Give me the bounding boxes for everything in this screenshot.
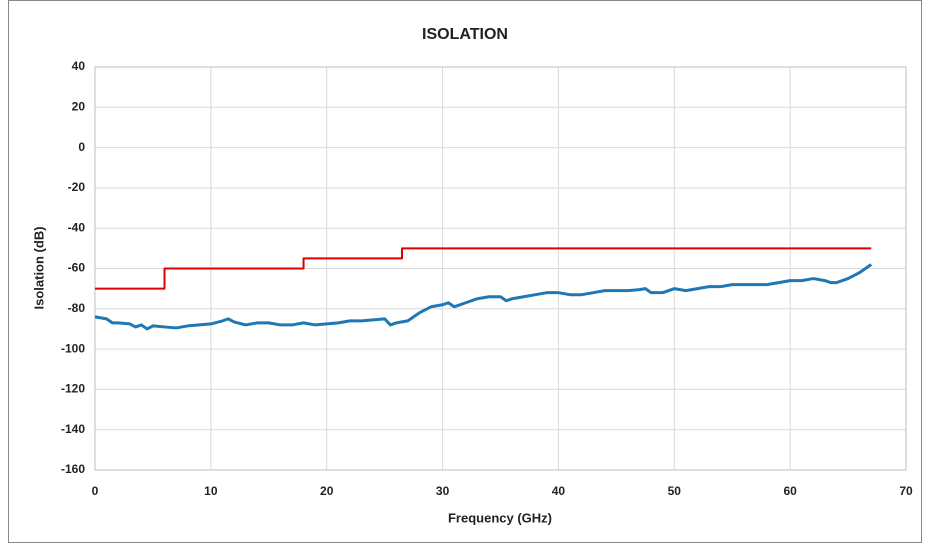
x-tick-label: 0 [92, 484, 99, 498]
y-tick-label: -80 [68, 301, 86, 315]
chart-title: ISOLATION [422, 26, 508, 43]
y-tick-label: -100 [61, 341, 85, 355]
chart-frame [8, 0, 922, 543]
y-tick-label: -140 [61, 422, 85, 436]
data-line [95, 247, 872, 290]
y-tick-label: -60 [68, 261, 86, 275]
x-tick-label: 30 [436, 484, 450, 498]
x-axis-label: Frequency (GHz) [448, 510, 552, 525]
x-tick-label: 50 [668, 484, 682, 498]
y-axis-label: Isolation (dB) [31, 226, 46, 309]
y-tick-label: 20 [72, 99, 86, 113]
y-tick-label: -120 [61, 382, 85, 396]
y-tick-label: -20 [68, 180, 86, 194]
x-tick-label: 40 [552, 484, 566, 498]
y-tick-label: 40 [72, 59, 86, 73]
data-line [94, 263, 873, 331]
x-tick-label: 10 [204, 484, 218, 498]
plot-area [94, 66, 907, 471]
x-tick-label: 60 [783, 484, 797, 498]
y-tick-label: -160 [61, 462, 85, 476]
x-tick-label: 70 [899, 484, 913, 498]
y-tick-label: 0 [78, 140, 85, 154]
y-tick-label: -40 [68, 220, 86, 234]
x-tick-label: 20 [320, 484, 334, 498]
